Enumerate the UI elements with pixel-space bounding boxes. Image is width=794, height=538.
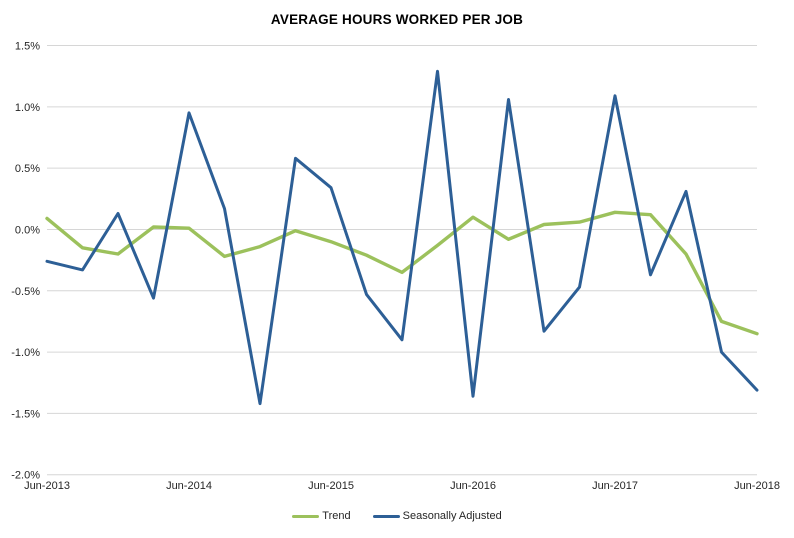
x-tick-label: Jun-2016 [450, 480, 496, 492]
y-tick-label: -1.5% [11, 408, 40, 420]
x-tick-label: Jun-2017 [592, 480, 638, 492]
gridlines [47, 45, 757, 476]
legend-label-seasonally-adjusted: Seasonally Adjusted [402, 510, 502, 522]
x-tick-label: Jun-2014 [166, 480, 212, 492]
y-tick-label: 1.5% [15, 41, 40, 53]
series-line-seasonally-adjusted [45, 69, 759, 406]
trend-line-swatch [292, 514, 320, 518]
y-tick-label: 0.5% [15, 163, 40, 175]
legend-item-seasonally-adjusted: Seasonally Adjusted [372, 510, 502, 522]
y-tick-label: 0.0% [15, 224, 40, 236]
seasonally-adjusted-line-swatch [372, 514, 400, 518]
legend: Trend Seasonally Adjusted [0, 510, 794, 522]
chart-title: AVERAGE HOURS WORKED PER JOB [270, 12, 524, 27]
x-axis-labels: Jun-2013 Jun-2014 Jun-2015 Jun-2016 Jun-2017… [24, 480, 780, 492]
y-tick-label: -0.5% [11, 286, 40, 298]
x-tick-label: Jun-2018 [734, 480, 780, 492]
series-lines [45, 69, 759, 406]
y-tick-label: -2.0% [11, 470, 40, 482]
legend-item-trend: Trend [292, 510, 351, 522]
legend-label-trend: Trend [322, 510, 351, 522]
x-tick-label: Jun-2015 [308, 480, 354, 492]
y-axis-labels: 1.5% 1.0% 0.5% 0.0% -0.5% -1.0% -1.5% -2.0% [11, 41, 40, 482]
x-tick-label: Jun-2013 [24, 480, 70, 492]
y-tick-label: -1.0% [11, 347, 40, 359]
y-tick-label: 1.0% [15, 102, 40, 114]
